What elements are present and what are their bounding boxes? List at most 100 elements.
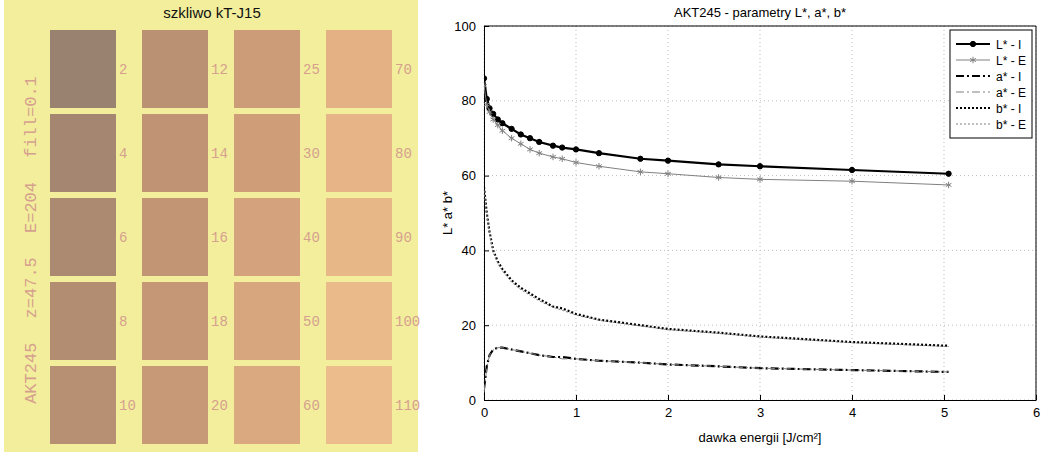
y-tick: 40 xyxy=(462,243,489,258)
patch-label: 40 xyxy=(303,230,320,246)
series-marker xyxy=(573,147,578,152)
patch-label: 10 xyxy=(119,398,136,414)
frame-right xyxy=(1036,26,1037,400)
series-marker xyxy=(560,145,565,150)
plot-area xyxy=(484,76,951,393)
series-marker xyxy=(527,146,533,153)
legend-label: L* - E xyxy=(996,54,1026,68)
series-marker xyxy=(500,127,506,134)
patch-label: 14 xyxy=(211,146,228,162)
sample-patch xyxy=(234,282,300,360)
grid-line-x xyxy=(668,26,669,400)
sample-patch xyxy=(142,198,208,276)
series-marker xyxy=(573,159,579,166)
patch-label: 4 xyxy=(119,146,127,162)
sample-patch xyxy=(50,114,116,192)
patch-label: 12 xyxy=(211,62,228,78)
series-marker xyxy=(518,132,523,137)
patch-label: 20 xyxy=(211,398,228,414)
series-marker xyxy=(559,155,565,162)
chart-title: AKT245 - parametry L*, a*, b* xyxy=(674,5,846,20)
legend-sample xyxy=(956,107,990,109)
patch-label: 100 xyxy=(395,314,420,330)
frame-top xyxy=(484,26,1036,27)
series-marker xyxy=(509,135,515,142)
panel-title: szkliwo kT-J15 xyxy=(163,4,261,21)
sample-patch xyxy=(326,366,392,444)
legend-sample xyxy=(956,92,990,93)
series-marker xyxy=(757,176,763,183)
series-marker xyxy=(484,96,489,101)
y-tick-label: 60 xyxy=(462,168,476,183)
series-marker xyxy=(527,136,532,141)
y-axis-title: L* a* b* xyxy=(440,191,455,235)
y-tick: 60 xyxy=(462,168,489,183)
series-marker xyxy=(484,76,487,81)
x-tick-label: 5 xyxy=(941,405,948,420)
grid-line-y xyxy=(484,175,1036,176)
legend-label: a* - E xyxy=(996,86,1026,100)
grid-line-x xyxy=(1036,26,1037,400)
patch-label: 80 xyxy=(395,146,412,162)
y-tick-mark xyxy=(484,26,489,27)
x-axis: 0123456 xyxy=(481,395,1040,420)
series-marker xyxy=(537,139,542,144)
y-tick: 0 xyxy=(469,393,489,408)
x-tick: 4 xyxy=(849,395,856,420)
x-tick: 1 xyxy=(573,395,580,420)
figure: szkliwo kT-J15 AKT245 z=47.5 E=204 fill=0… xyxy=(0,0,1058,452)
legend-sample xyxy=(956,124,990,125)
patch-label: 90 xyxy=(395,230,412,246)
sample-patch xyxy=(142,114,208,192)
series-marker xyxy=(495,122,501,129)
grid-line-x xyxy=(944,26,945,400)
grid-line-x xyxy=(852,26,853,400)
series-line xyxy=(484,78,949,173)
patch-label: 16 xyxy=(211,230,228,246)
series-marker xyxy=(509,126,514,131)
x-axis-title: dawka energii [J/cm²] xyxy=(699,430,822,445)
sample-patch xyxy=(234,198,300,276)
panel-label: AKT245 z=47.5 E=204 fill=0.1 xyxy=(22,76,41,404)
patch-label: 6 xyxy=(119,230,127,246)
x-tick-label: 2 xyxy=(665,405,672,420)
y-tick-label: 40 xyxy=(462,243,476,258)
series-marker xyxy=(946,182,952,189)
series-marker xyxy=(596,163,602,170)
grid-line-x xyxy=(760,26,761,400)
x-tick: 3 xyxy=(757,395,764,420)
legend-marker xyxy=(970,41,975,46)
patch-label: 70 xyxy=(395,62,412,78)
x-tick-mark xyxy=(852,395,853,400)
legend-marker xyxy=(970,57,976,64)
y-tick: 100 xyxy=(454,19,489,34)
patch-label: 8 xyxy=(119,314,127,330)
x-tick-label: 4 xyxy=(849,405,856,420)
series-marker xyxy=(495,117,500,122)
x-tick: 5 xyxy=(941,395,948,420)
series-marker xyxy=(487,109,493,116)
series-line xyxy=(484,187,949,346)
sample-patch xyxy=(142,366,208,444)
series-marker xyxy=(757,164,762,169)
x-tick-mark xyxy=(1036,395,1037,400)
series-marker xyxy=(484,83,487,90)
y-tick-mark xyxy=(484,176,489,177)
legend-label: a* - I xyxy=(996,70,1021,84)
series-marker xyxy=(536,150,542,157)
y-tick-mark xyxy=(484,250,489,251)
series-marker xyxy=(596,151,601,156)
patch-label: 2 xyxy=(119,62,127,78)
sample-patch xyxy=(234,366,300,444)
series-line xyxy=(484,348,949,393)
series-marker xyxy=(716,162,721,167)
series-marker xyxy=(550,143,555,148)
y-tick-label: 20 xyxy=(462,318,476,333)
series-line xyxy=(484,86,949,185)
series-line xyxy=(484,191,949,347)
y-tick: 80 xyxy=(462,93,489,108)
y-tick-mark xyxy=(484,325,489,326)
grid-line-y xyxy=(484,26,1036,27)
series-marker xyxy=(716,174,722,181)
patch-label: 25 xyxy=(303,62,320,78)
